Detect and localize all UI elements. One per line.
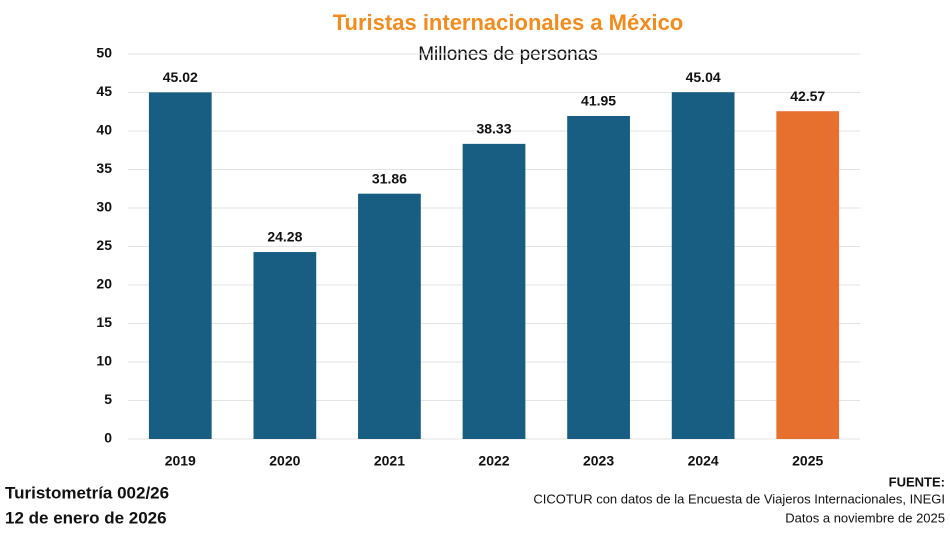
y-tick-label: 45: [96, 83, 112, 99]
y-tick-label: 50: [96, 45, 112, 61]
y-tick-label: 20: [96, 276, 112, 292]
x-tick-label: 2019: [165, 453, 196, 469]
value-label: 45.04: [686, 69, 721, 85]
bar: [671, 92, 735, 439]
value-label: 45.02: [163, 69, 198, 85]
source-text: CICOTUR con datos de la Encuesta de Viaj…: [533, 491, 945, 506]
value-label: 38.33: [476, 121, 511, 137]
footer-date: 12 de enero de 2026: [5, 508, 167, 527]
x-tick-label: 2025: [792, 453, 823, 469]
chart-subtitle: Millones de personas: [418, 44, 598, 65]
y-tick-label: 35: [96, 160, 112, 176]
bar: [358, 193, 421, 439]
bar: [148, 92, 212, 439]
value-label: 41.95: [581, 93, 616, 109]
x-tick-label: 2020: [269, 453, 300, 469]
source-text: Datos a noviembre de 2025: [785, 510, 945, 525]
bar: [462, 143, 526, 439]
y-tick-label: 25: [96, 237, 112, 253]
y-tick-label: 0: [104, 430, 112, 446]
value-label: 42.57: [790, 88, 825, 104]
x-tick-label: 2023: [583, 453, 614, 469]
x-tick-label: 2021: [374, 453, 405, 469]
y-tick-label: 5: [104, 391, 112, 407]
value-label: 24.28: [267, 229, 302, 245]
footer-note: Turistometría 002/26: [5, 483, 169, 502]
value-label: 31.86: [372, 170, 407, 186]
y-tick-label: 10: [96, 353, 112, 369]
y-tick-label: 15: [96, 314, 112, 330]
bar: [253, 252, 317, 439]
source-title: FUENTE:: [889, 474, 945, 489]
x-tick-label: 2024: [688, 453, 719, 469]
x-tick-label: 2022: [478, 453, 509, 469]
chart-title: Turistas internacionales a México: [333, 10, 684, 35]
bar: [776, 111, 840, 439]
y-tick-label: 30: [96, 199, 112, 215]
y-tick-label: 40: [96, 122, 112, 138]
bar: [567, 115, 630, 440]
